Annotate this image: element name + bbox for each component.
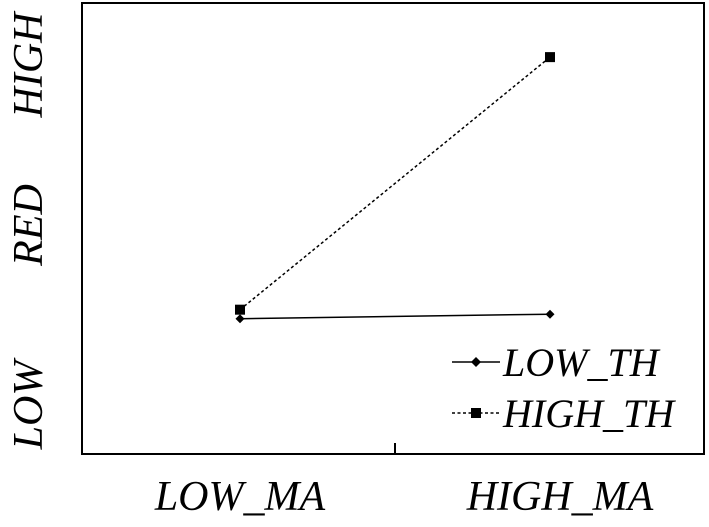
legend-label-low-th: LOW_TH (502, 340, 661, 385)
series-layer (235, 52, 555, 324)
plot-frame (81, 2, 705, 455)
x-tick-label-low-ma: LOW_MA (154, 474, 326, 520)
y-tick-label-low: LOW (6, 357, 52, 451)
data-point-low-th-low-ma (235, 314, 245, 324)
legend-label-high-th: HIGH_TH (502, 391, 676, 436)
series-line-high-th (239, 56, 551, 311)
data-point-low-th-high-ma (545, 309, 555, 319)
series-line-low-th (239, 313, 551, 320)
legend-marker-low-th (471, 357, 481, 367)
y-tick-label-high: HIGH (6, 10, 52, 119)
data-point-high-th-high-ma (545, 52, 555, 63)
x-tick-label-high-ma: HIGH_MA (466, 474, 654, 520)
y-tick-label-red: RED (6, 184, 52, 267)
data-point-high-th-low-ma (235, 304, 245, 315)
legend: LOW_TH HIGH_TH (452, 340, 676, 436)
legend-marker-high-th (471, 408, 481, 418)
